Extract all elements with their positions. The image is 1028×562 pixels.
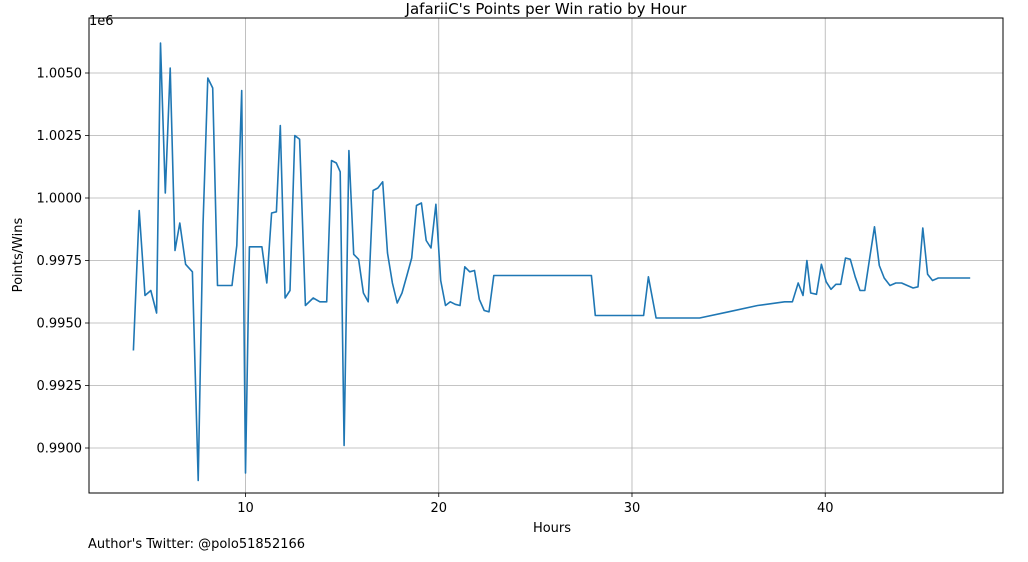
- axis-ticks: 10 20 30 40 0.9900 0.9925 0.9950 0.9975 1.0000 1.…: [37, 67, 834, 517]
- y-tick-label: 0.9950: [37, 317, 83, 332]
- x-tick-label: 20: [430, 501, 447, 516]
- chart-title: JafariiC's Points per Win ratio by Hour: [405, 0, 688, 18]
- y-tick-label: 0.9925: [37, 379, 83, 394]
- series-line: [132, 42, 971, 482]
- x-tick-label: 40: [817, 501, 834, 516]
- x-tick-label: 30: [624, 501, 641, 516]
- grid-lines: [89, 18, 1003, 493]
- y-tick-label: 0.9900: [37, 442, 83, 457]
- y-tick-label: 1.0050: [37, 67, 83, 82]
- y-tick-label: 1.0025: [37, 129, 83, 144]
- x-axis-label: Hours: [533, 521, 571, 536]
- plot-frame: [88, 17, 1004, 494]
- y-tick-label: 0.9975: [37, 254, 83, 269]
- y-offset-text: 1e6: [89, 14, 114, 29]
- x-tick-label: 10: [237, 501, 254, 516]
- y-axis-label: Points/Wins: [11, 217, 26, 292]
- author-caption: Author's Twitter: @polo51852166: [88, 537, 306, 552]
- y-tick-label: 1.0000: [37, 192, 83, 207]
